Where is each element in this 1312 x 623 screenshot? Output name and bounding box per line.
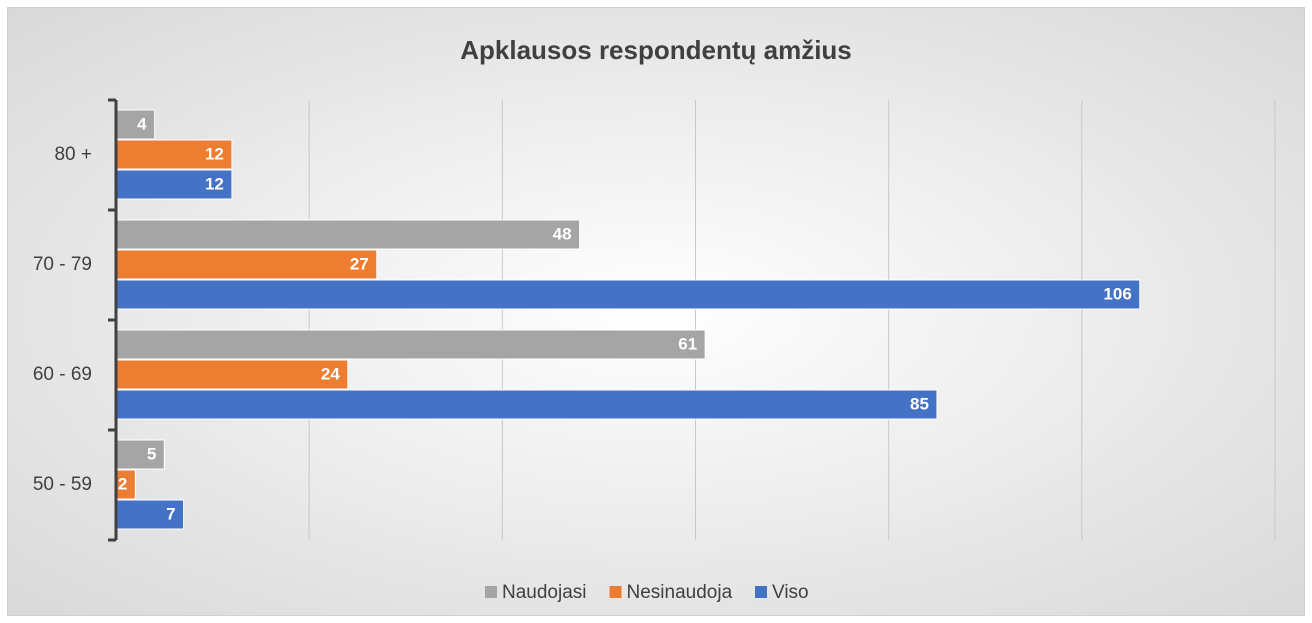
legend-swatch [755,586,767,598]
data-label: 48 [553,224,572,243]
bar [115,329,706,360]
data-label: 5 [147,444,156,463]
y-tick-label: 50 - 59 [33,474,92,495]
legend-swatch [609,586,622,598]
bar [115,359,349,390]
legend-label: Viso [772,582,809,603]
bar [115,279,1141,310]
bar [115,219,581,250]
bar [115,499,185,530]
data-label: 24 [321,364,340,383]
data-label: 27 [350,254,369,273]
legend-label: Naudojasi [502,582,587,603]
data-label: 106 [1103,284,1131,303]
bar [115,249,378,280]
data-label: 7 [166,504,175,523]
legend-label: Nesinaudoja [627,582,733,603]
data-label: 2 [118,474,127,493]
chart-title: Apklausos respondentų amžius [460,35,852,65]
chart-background [7,7,1305,616]
data-label: 61 [678,334,697,353]
legend-swatch [485,586,497,598]
bar [115,109,156,140]
data-label: 85 [910,394,929,413]
data-label: 12 [205,144,224,163]
y-tick-label: 60 - 69 [33,364,92,385]
bar [115,439,165,470]
data-label: 4 [137,114,147,133]
y-tick-label: 80 + [54,144,92,165]
bar [115,389,938,420]
y-tick-label: 70 - 79 [33,254,92,275]
data-label: 12 [205,174,224,193]
